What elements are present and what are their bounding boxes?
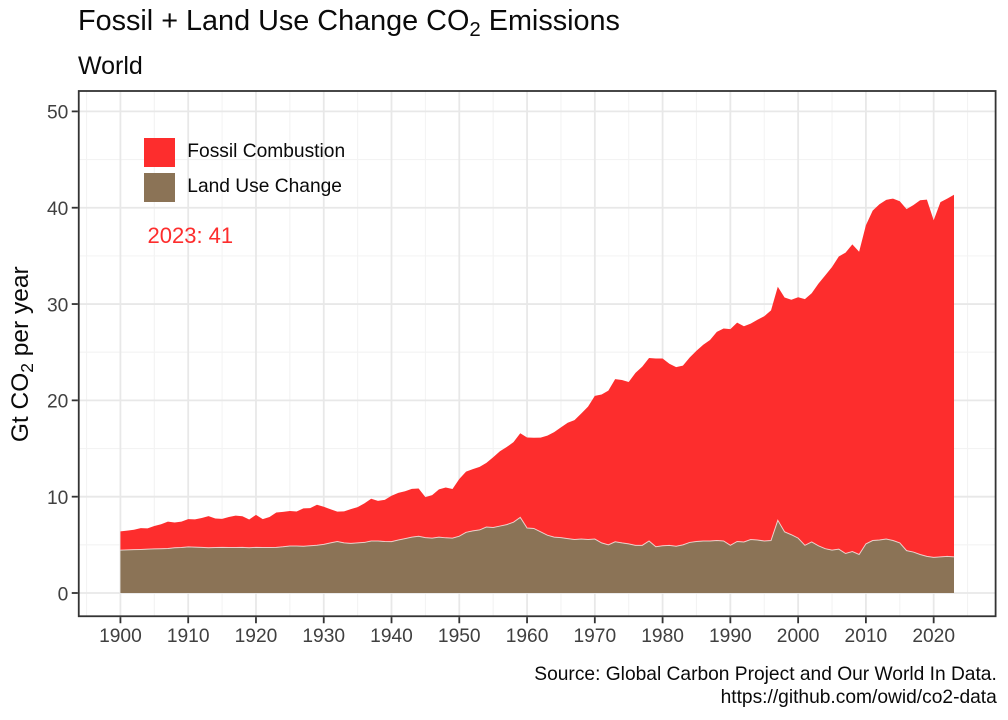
svg-text:50: 50	[47, 103, 68, 124]
svg-text:20: 20	[47, 392, 68, 413]
svg-text:1970: 1970	[573, 626, 616, 647]
svg-text:40: 40	[47, 199, 68, 220]
svg-text:1980: 1980	[641, 626, 684, 647]
svg-text:0: 0	[58, 584, 69, 605]
svg-text:1930: 1930	[302, 626, 345, 647]
svg-text:1900: 1900	[99, 626, 142, 647]
svg-text:1960: 1960	[506, 626, 549, 647]
svg-text:2010: 2010	[845, 626, 888, 647]
svg-text:2020: 2020	[912, 626, 955, 647]
svg-text:1910: 1910	[167, 626, 210, 647]
svg-text:1940: 1940	[370, 626, 413, 647]
svg-text:10: 10	[47, 488, 68, 509]
svg-text:1990: 1990	[709, 626, 752, 647]
svg-text:1950: 1950	[438, 626, 481, 647]
svg-text:30: 30	[47, 295, 68, 316]
svg-text:2000: 2000	[777, 626, 820, 647]
svg-text:1920: 1920	[235, 626, 278, 647]
